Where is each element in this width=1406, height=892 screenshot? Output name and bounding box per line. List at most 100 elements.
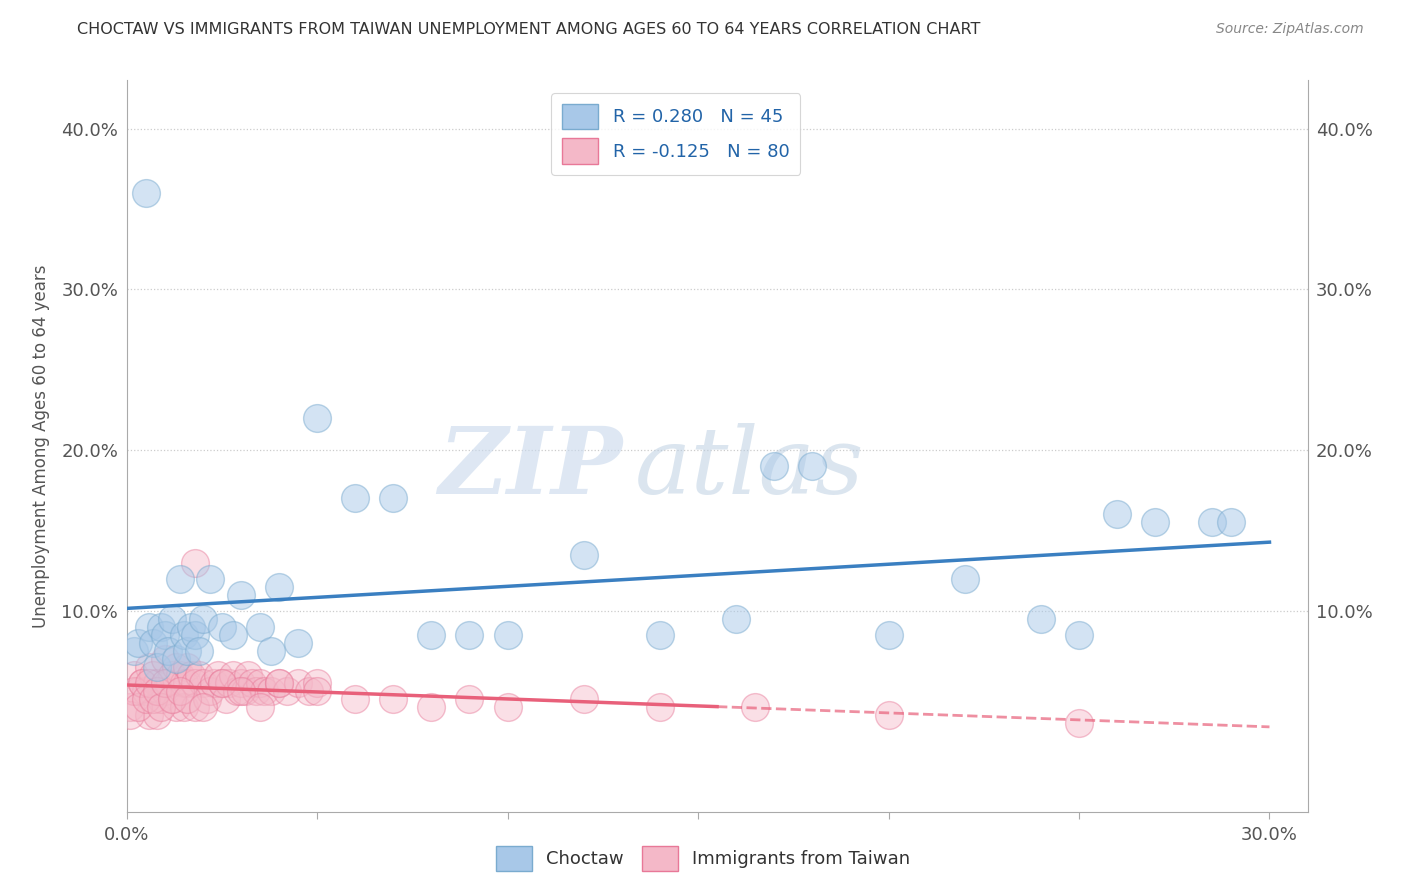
Point <box>648 628 671 642</box>
Point <box>153 676 176 690</box>
Point <box>180 620 202 634</box>
Point <box>260 644 283 658</box>
Point <box>222 668 245 682</box>
Point <box>146 660 169 674</box>
Point <box>207 668 229 682</box>
Point <box>877 628 900 642</box>
Point <box>191 700 214 714</box>
Point <box>458 628 481 642</box>
Point <box>382 692 405 706</box>
Point <box>260 684 283 698</box>
Point <box>725 612 748 626</box>
Point <box>153 684 176 698</box>
Point <box>496 700 519 714</box>
Point <box>169 572 191 586</box>
Point <box>176 692 198 706</box>
Point <box>157 644 180 658</box>
Point <box>127 700 149 714</box>
Point <box>162 692 184 706</box>
Point <box>173 628 195 642</box>
Point <box>267 580 290 594</box>
Point <box>195 692 218 706</box>
Point <box>763 459 786 474</box>
Text: Source: ZipAtlas.com: Source: ZipAtlas.com <box>1216 22 1364 37</box>
Text: atlas: atlas <box>634 423 863 513</box>
Point <box>1067 628 1090 642</box>
Point <box>122 668 145 682</box>
Point <box>162 692 184 706</box>
Legend: Choctaw, Immigrants from Taiwan: Choctaw, Immigrants from Taiwan <box>488 838 918 879</box>
Point <box>149 700 172 714</box>
Point <box>131 676 153 690</box>
Point <box>744 700 766 714</box>
Point <box>138 676 160 690</box>
Text: ZIP: ZIP <box>439 423 623 513</box>
Point <box>305 410 328 425</box>
Point <box>458 692 481 706</box>
Point <box>305 676 328 690</box>
Point <box>142 636 165 650</box>
Point <box>127 684 149 698</box>
Point <box>572 692 595 706</box>
Point <box>211 620 233 634</box>
Point <box>202 676 225 690</box>
Point <box>238 668 260 682</box>
Point <box>180 668 202 682</box>
Point <box>801 459 824 474</box>
Point <box>229 588 252 602</box>
Point <box>648 700 671 714</box>
Point <box>157 676 180 690</box>
Y-axis label: Unemployment Among Ages 60 to 64 years: Unemployment Among Ages 60 to 64 years <box>32 264 51 628</box>
Point <box>245 684 267 698</box>
Point <box>184 628 207 642</box>
Point <box>173 700 195 714</box>
Point <box>138 708 160 723</box>
Point <box>229 676 252 690</box>
Point <box>572 548 595 562</box>
Point <box>187 644 209 658</box>
Point <box>200 572 222 586</box>
Point <box>187 668 209 682</box>
Point <box>287 676 309 690</box>
Point <box>142 692 165 706</box>
Point <box>226 684 249 698</box>
Point <box>176 644 198 658</box>
Point <box>249 620 271 634</box>
Point <box>184 700 207 714</box>
Point <box>169 684 191 698</box>
Point <box>142 668 165 682</box>
Point <box>120 700 142 714</box>
Point <box>276 684 298 698</box>
Point <box>287 636 309 650</box>
Point <box>153 652 176 666</box>
Point <box>146 684 169 698</box>
Point <box>382 491 405 506</box>
Point <box>146 708 169 723</box>
Point <box>146 676 169 690</box>
Point <box>267 676 290 690</box>
Point <box>135 684 157 698</box>
Point <box>184 556 207 570</box>
Point <box>173 676 195 690</box>
Point <box>214 692 236 706</box>
Point <box>149 692 172 706</box>
Point <box>138 660 160 674</box>
Point <box>877 708 900 723</box>
Point <box>953 572 976 586</box>
Point <box>253 684 276 698</box>
Point <box>1220 516 1243 530</box>
Point <box>135 692 157 706</box>
Point <box>138 620 160 634</box>
Text: CHOCTAW VS IMMIGRANTS FROM TAIWAN UNEMPLOYMENT AMONG AGES 60 TO 64 YEARS CORRELA: CHOCTAW VS IMMIGRANTS FROM TAIWAN UNEMPL… <box>77 22 981 37</box>
Point <box>169 668 191 682</box>
Point <box>229 684 252 698</box>
Point <box>344 491 367 506</box>
Point <box>249 700 271 714</box>
Point <box>344 692 367 706</box>
Legend: R = 0.280   N = 45, R = -0.125   N = 80: R = 0.280 N = 45, R = -0.125 N = 80 <box>551 93 800 175</box>
Point <box>420 700 443 714</box>
Point <box>267 676 290 690</box>
Point <box>165 652 187 666</box>
Point <box>165 660 187 674</box>
Point <box>165 700 187 714</box>
